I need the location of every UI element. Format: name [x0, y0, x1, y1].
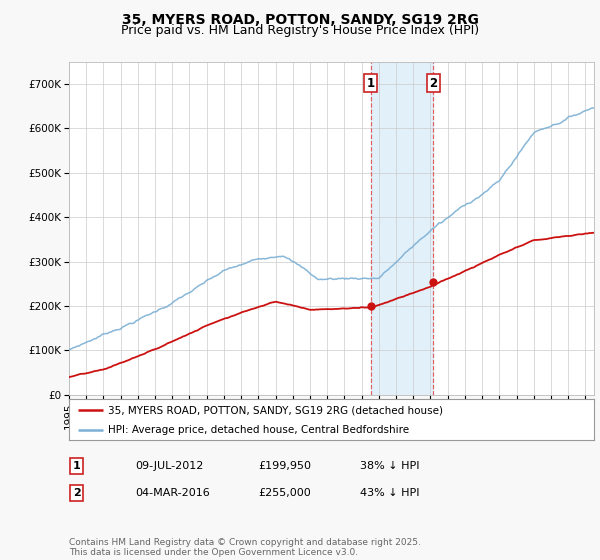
Text: 35, MYERS ROAD, POTTON, SANDY, SG19 2RG (detached house): 35, MYERS ROAD, POTTON, SANDY, SG19 2RG … — [109, 405, 443, 415]
Text: Price paid vs. HM Land Registry's House Price Index (HPI): Price paid vs. HM Land Registry's House … — [121, 24, 479, 37]
Text: Contains HM Land Registry data © Crown copyright and database right 2025.
This d: Contains HM Land Registry data © Crown c… — [69, 538, 421, 557]
Text: 09-JUL-2012: 09-JUL-2012 — [135, 461, 203, 471]
Text: 1: 1 — [73, 461, 80, 471]
Text: 04-MAR-2016: 04-MAR-2016 — [135, 488, 210, 498]
Text: 1: 1 — [367, 77, 374, 90]
Text: 2: 2 — [430, 77, 437, 90]
Text: 35, MYERS ROAD, POTTON, SANDY, SG19 2RG: 35, MYERS ROAD, POTTON, SANDY, SG19 2RG — [122, 13, 478, 27]
Text: £255,000: £255,000 — [258, 488, 311, 498]
Text: 38% ↓ HPI: 38% ↓ HPI — [360, 461, 419, 471]
Text: HPI: Average price, detached house, Central Bedfordshire: HPI: Average price, detached house, Cent… — [109, 424, 409, 435]
Bar — [371, 62, 433, 395]
Text: 2: 2 — [73, 488, 80, 498]
Text: 43% ↓ HPI: 43% ↓ HPI — [360, 488, 419, 498]
Text: £199,950: £199,950 — [258, 461, 311, 471]
